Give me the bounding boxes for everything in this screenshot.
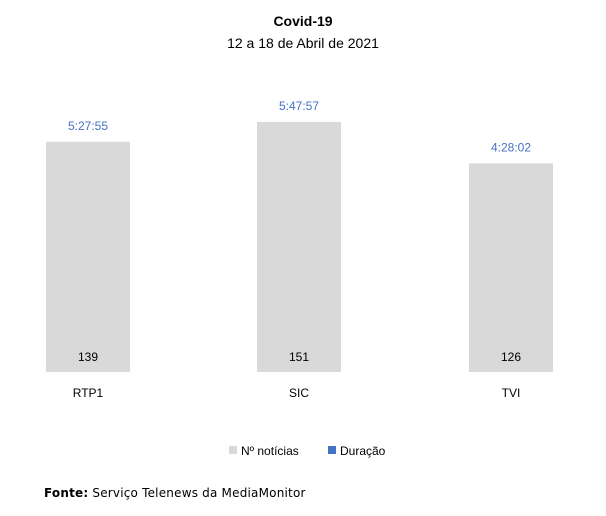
- category-label-rtp1: RTP1: [73, 386, 104, 400]
- bar-noticias-sic: [257, 121, 341, 372]
- bar-noticias-rtp1: [46, 141, 130, 372]
- duration-label-rtp1: 5:27:55: [68, 119, 108, 133]
- legend-swatch-duracao: [328, 446, 336, 454]
- chart-title: Covid-19: [273, 13, 332, 29]
- legend-label-noticias: Nº notícias: [241, 444, 299, 458]
- count-label-sic: 151: [289, 350, 309, 364]
- count-label-rtp1: 139: [78, 350, 98, 364]
- legend-swatch-noticias: [229, 446, 237, 454]
- source-note: Fonte: Serviço Telenews da MediaMonitor: [44, 486, 306, 500]
- duration-label-sic: 5:47:57: [279, 99, 319, 113]
- legend-label-duracao: Duração: [340, 444, 386, 458]
- source-text: Serviço Telenews da MediaMonitor: [88, 486, 306, 500]
- count-label-tvi: 126: [501, 350, 521, 364]
- source-label: Fonte:: [44, 486, 89, 500]
- chart-subtitle: 12 a 18 de Abril de 2021: [227, 35, 379, 51]
- category-label-tvi: TVI: [502, 386, 521, 400]
- category-label-sic: SIC: [289, 386, 309, 400]
- bar-noticias-tvi: [469, 163, 553, 372]
- duration-label-tvi: 4:28:02: [491, 140, 531, 154]
